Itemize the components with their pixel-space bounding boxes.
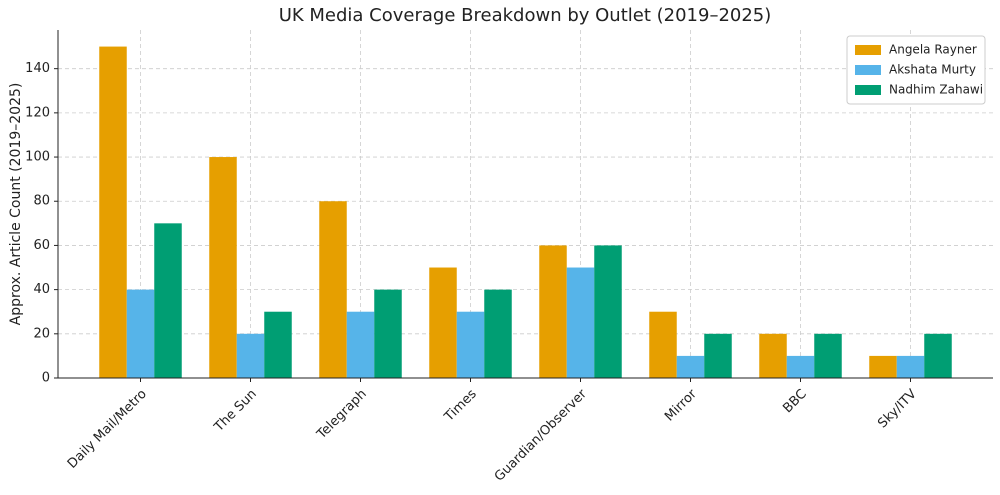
legend-box — [846, 35, 986, 105]
bar — [209, 157, 237, 378]
y-tick-label: 120 — [25, 105, 50, 120]
legend-swatch — [855, 45, 881, 55]
bar — [456, 311, 485, 378]
legend-label: Angela Rayner — [889, 43, 977, 57]
bar — [759, 333, 787, 378]
bar — [786, 355, 815, 378]
y-tick-label: 0 — [42, 371, 50, 386]
y-tick-label: 20 — [33, 326, 50, 341]
bar — [594, 245, 622, 378]
bar — [319, 201, 347, 378]
y-tick-label: 40 — [33, 282, 50, 297]
legend-swatch — [855, 85, 881, 95]
bar — [924, 333, 952, 378]
bar — [896, 355, 925, 378]
bar — [814, 333, 842, 378]
bar — [484, 289, 512, 378]
bar — [154, 223, 182, 378]
bar — [236, 333, 265, 378]
bars — [99, 46, 952, 378]
y-tick-label: 60 — [33, 238, 50, 253]
legend-label: Akshata Murty — [889, 63, 976, 77]
chart-title: UK Media Coverage Breakdown by Outlet (2… — [279, 5, 772, 26]
legend: Angela Rayner Akshata Murty Nadhim Zahawi — [846, 35, 986, 105]
y-tick-label: 100 — [25, 150, 50, 165]
bar — [374, 289, 402, 378]
legend-label: Nadhim Zahawi — [889, 83, 983, 97]
bar — [649, 311, 677, 378]
bar — [346, 311, 375, 378]
y-tick-label: 140 — [25, 61, 50, 76]
bar — [126, 289, 155, 378]
legend-swatch — [855, 65, 881, 75]
bar — [99, 46, 127, 378]
bar — [429, 267, 457, 378]
bar — [676, 355, 705, 378]
bar — [704, 333, 732, 378]
bar — [869, 355, 897, 378]
bar — [539, 245, 567, 378]
y-axis-label: Approx. Article Count (2019–2025) — [8, 83, 24, 326]
y-tick-label: 80 — [33, 194, 50, 209]
bar — [566, 267, 595, 378]
bar — [264, 311, 292, 378]
